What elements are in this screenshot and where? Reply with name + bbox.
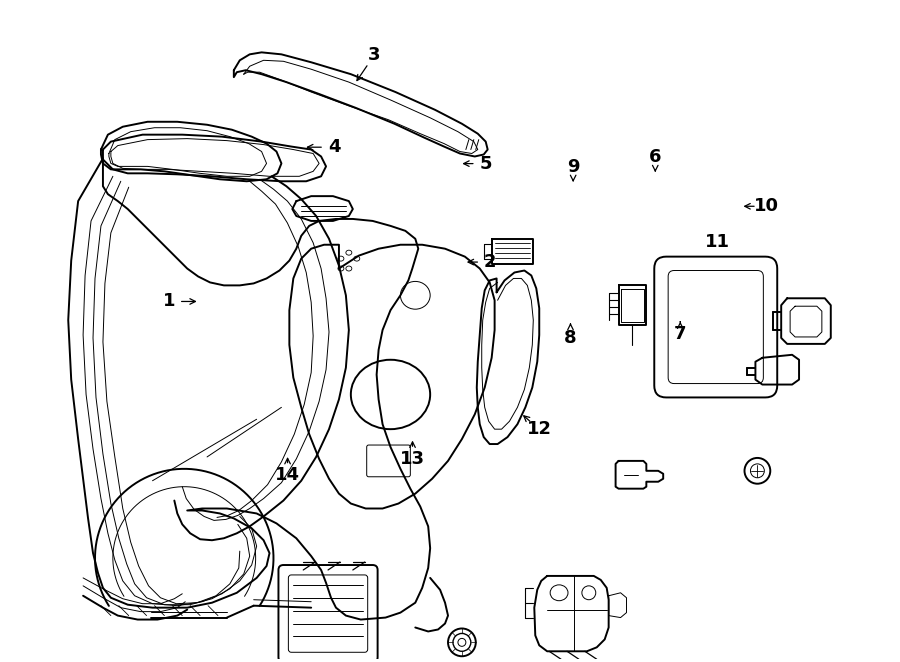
Text: 13: 13 xyxy=(400,450,425,468)
Text: 9: 9 xyxy=(567,158,580,176)
Text: 8: 8 xyxy=(564,328,577,347)
Text: 12: 12 xyxy=(526,420,552,438)
Text: 1: 1 xyxy=(163,293,176,310)
Text: 4: 4 xyxy=(328,138,340,156)
Text: 2: 2 xyxy=(484,253,497,271)
Text: 10: 10 xyxy=(754,197,779,215)
Text: 3: 3 xyxy=(368,46,381,64)
Text: 7: 7 xyxy=(674,325,687,344)
Text: 14: 14 xyxy=(275,467,300,485)
Text: 6: 6 xyxy=(649,148,662,166)
Text: 5: 5 xyxy=(480,155,492,173)
Text: 11: 11 xyxy=(706,234,730,252)
